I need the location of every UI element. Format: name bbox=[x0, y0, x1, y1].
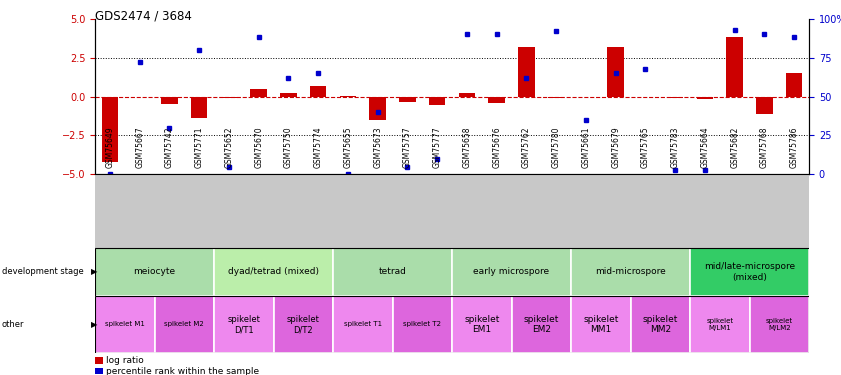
Bar bbox=[749, 296, 809, 352]
Bar bbox=[102, 97, 118, 162]
Bar bbox=[333, 248, 452, 296]
Bar bbox=[131, 97, 148, 98]
Bar bbox=[399, 97, 415, 102]
Text: development stage: development stage bbox=[2, 267, 83, 276]
Bar bbox=[273, 296, 333, 352]
Text: ▶: ▶ bbox=[91, 267, 98, 276]
Text: spikelet M2: spikelet M2 bbox=[164, 321, 204, 327]
Bar bbox=[696, 97, 713, 99]
Text: spikelet
D/T1: spikelet D/T1 bbox=[227, 315, 260, 334]
Bar bbox=[280, 93, 297, 97]
Bar bbox=[95, 296, 155, 352]
Bar bbox=[489, 97, 505, 103]
Text: other: other bbox=[2, 320, 24, 329]
Bar bbox=[607, 47, 624, 97]
Bar bbox=[518, 47, 535, 97]
Text: spikelet
MM2: spikelet MM2 bbox=[643, 315, 678, 334]
Bar bbox=[452, 248, 571, 296]
Text: spikelet
EM2: spikelet EM2 bbox=[524, 315, 559, 334]
Bar bbox=[667, 97, 684, 98]
Text: spikelet
M/LM2: spikelet M/LM2 bbox=[765, 318, 793, 331]
Text: GDS2474 / 3684: GDS2474 / 3684 bbox=[95, 9, 192, 22]
Bar bbox=[756, 97, 773, 114]
Bar bbox=[548, 97, 564, 98]
Bar bbox=[571, 296, 631, 352]
Bar bbox=[429, 97, 446, 105]
Text: percentile rank within the sample: percentile rank within the sample bbox=[106, 367, 259, 375]
Bar bbox=[511, 296, 571, 352]
Bar bbox=[340, 96, 356, 97]
Bar bbox=[458, 93, 475, 97]
Text: spikelet T1: spikelet T1 bbox=[344, 321, 382, 327]
Text: ▶: ▶ bbox=[91, 320, 98, 329]
Bar bbox=[310, 86, 326, 97]
Bar bbox=[690, 296, 749, 352]
Bar bbox=[191, 97, 208, 118]
Text: meiocyte: meiocyte bbox=[134, 267, 176, 276]
Bar bbox=[571, 248, 690, 296]
Bar bbox=[155, 296, 214, 352]
Bar bbox=[578, 97, 594, 98]
Text: mid/late-microspore
(mixed): mid/late-microspore (mixed) bbox=[704, 262, 795, 282]
Bar bbox=[333, 296, 393, 352]
Text: spikelet
EM1: spikelet EM1 bbox=[464, 315, 500, 334]
Bar bbox=[631, 296, 690, 352]
Bar bbox=[690, 248, 809, 296]
Bar bbox=[214, 248, 333, 296]
Bar bbox=[251, 89, 267, 97]
Text: spikelet
D/T2: spikelet D/T2 bbox=[287, 315, 320, 334]
Text: tetrad: tetrad bbox=[378, 267, 406, 276]
Text: spikelet T2: spikelet T2 bbox=[404, 321, 442, 327]
Bar bbox=[214, 296, 273, 352]
Bar bbox=[393, 296, 452, 352]
Bar bbox=[786, 73, 802, 97]
Bar bbox=[220, 97, 237, 98]
Bar bbox=[369, 97, 386, 120]
Bar bbox=[95, 248, 214, 296]
Bar bbox=[727, 38, 743, 97]
Bar bbox=[637, 97, 653, 98]
Text: log ratio: log ratio bbox=[106, 356, 144, 365]
Bar bbox=[161, 97, 177, 104]
Text: spikelet
M/LM1: spikelet M/LM1 bbox=[706, 318, 733, 331]
Text: dyad/tetrad (mixed): dyad/tetrad (mixed) bbox=[228, 267, 319, 276]
Text: spikelet M1: spikelet M1 bbox=[105, 321, 145, 327]
Bar bbox=[452, 296, 511, 352]
Text: mid-microspore: mid-microspore bbox=[595, 267, 666, 276]
Text: spikelet
MM1: spikelet MM1 bbox=[583, 315, 618, 334]
Text: early microspore: early microspore bbox=[473, 267, 550, 276]
